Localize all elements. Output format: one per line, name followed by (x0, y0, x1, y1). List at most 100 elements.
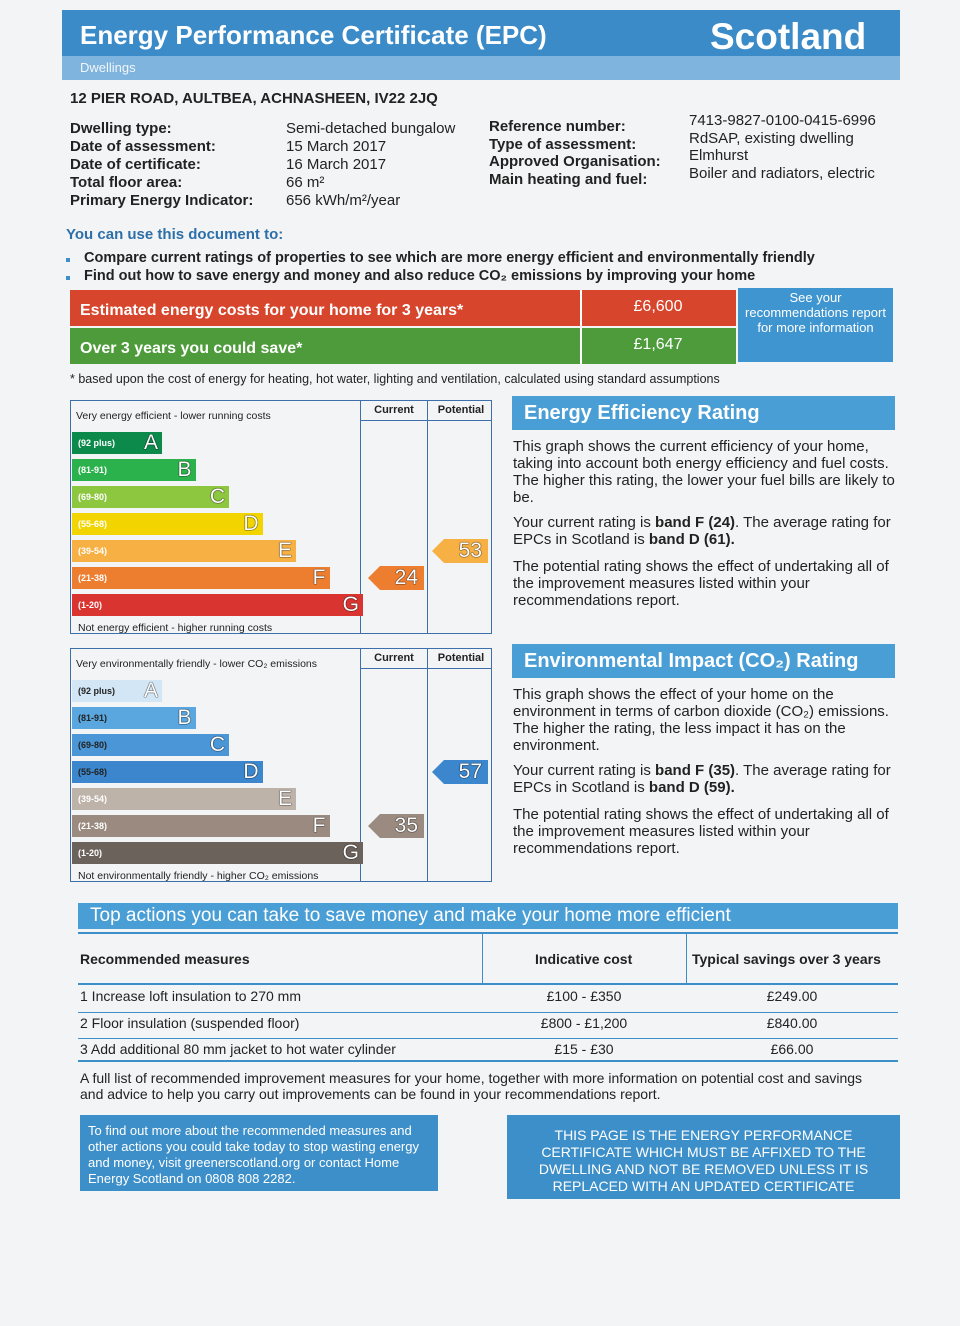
band-letter: A (143, 679, 158, 702)
band-letter: G (342, 841, 359, 864)
band: (69-80) C (72, 734, 229, 756)
table-cell: 1 Increase loft insulation to 270 mm (80, 988, 302, 1004)
actions-note: A full list of recommended improvement m… (80, 1070, 863, 1102)
cost-note: See your recommendations report for more… (738, 288, 893, 362)
address: 12 PIER ROAD, AULTBEA, ACHNASHEEN, IV22 … (70, 90, 438, 107)
detail-label: Date of certificate: (70, 156, 201, 173)
band: (39-54) E (72, 540, 296, 562)
column-divider (360, 400, 361, 634)
bullet: Compare current ratings of properties to… (84, 250, 815, 266)
column-header: Potential (437, 652, 485, 664)
detail-value: 15 March 2017 (286, 138, 387, 155)
band-letter: D (243, 512, 259, 535)
cost-value-box (580, 328, 736, 364)
band: (21-38) F (72, 815, 330, 837)
band-letter: E (277, 539, 292, 562)
paragraph: This graph shows the effect of your home… (513, 686, 898, 754)
detail-label: Reference number: (489, 118, 626, 135)
table-cell: £800 - £1,200 (540, 1014, 628, 1031)
detail-value: Elmhurst (689, 147, 749, 164)
band-range: (1-20) (78, 848, 103, 858)
table-cell: £100 - £350 (546, 988, 622, 1004)
table-divider (482, 934, 483, 984)
band: (21-38) F (72, 567, 330, 589)
paragraph: Your current rating is band F (35). The … (513, 762, 898, 796)
paragraph-text: The potential rating shows the effect of… (513, 806, 889, 857)
paragraph-text: band D (59). (648, 779, 735, 796)
detail-label: Type of assessment: (489, 135, 637, 153)
table-header: Indicative cost (535, 951, 633, 967)
band-range: (21-38) (78, 821, 108, 831)
band: (69-80) C (72, 486, 229, 508)
band-letter: C (209, 733, 225, 756)
paragraph-text: band F (24) (655, 514, 736, 531)
detail-label: Primary Energy Indicator: (70, 192, 254, 209)
table-cell: £840.00 (766, 1014, 818, 1031)
detail-label: Dwelling type: (70, 120, 172, 137)
column-header: Current (374, 652, 414, 664)
band: (55-68) D (72, 761, 263, 783)
band-letter: C (209, 485, 225, 508)
band: (1-20) G (72, 842, 363, 864)
band-letter: E (277, 787, 292, 810)
band-range: (81-91) (78, 713, 108, 723)
row-rule (78, 1038, 898, 1039)
cost-label: Estimated energy costs for your home for… (80, 302, 464, 319)
band-range: (55-68) (78, 519, 108, 529)
rating-arrow: 57 (432, 760, 488, 784)
table-cell: 3 Add additional 80 mm jacket to hot wat… (80, 1041, 396, 1057)
detail-label: Main heating and fuel: (489, 170, 648, 188)
band-range: (92 plus) (78, 686, 116, 696)
band-range: (39-54) (78, 794, 108, 804)
rating-arrow: 53 (432, 539, 488, 563)
column-divider (360, 648, 361, 882)
footnote: * based upon the cost of energy for heat… (70, 372, 720, 386)
scale-top: Very energy efficient - lower running co… (76, 410, 271, 422)
scale-bottom: Not environmentally friendly - higher CO… (78, 870, 319, 882)
scale-top: Very environmentally friendly - lower CO… (76, 658, 317, 670)
column-rule (360, 420, 492, 421)
title: Energy Performance Certificate (EPC) (80, 20, 547, 50)
band-range: (1-20) (78, 600, 103, 610)
panel-title: Environmental Impact (CO₂) Rating (512, 644, 895, 678)
band-range: (55-68) (78, 767, 108, 777)
band: (81-91) B (72, 707, 196, 729)
detail-label: Total floor area: (70, 174, 183, 191)
band-range: (21-38) (78, 573, 108, 583)
cost-value-box (580, 290, 736, 326)
paragraph-text: Your current rating is (513, 762, 656, 779)
band-range: (92 plus) (78, 438, 116, 448)
row-rule (78, 1011, 898, 1013)
chart-box (70, 648, 492, 882)
band-range: (69-80) (78, 740, 108, 750)
cost-value: £6,600 (633, 298, 683, 315)
paragraph-text: Your current rating is (513, 514, 656, 531)
band-letter: G (342, 593, 359, 616)
band-range: (69-80) (78, 492, 108, 502)
detail-label: Date of assessment: (70, 138, 216, 155)
column-header: Potential (437, 404, 485, 416)
paragraph-text: . The average rating for EPCs in Scotlan… (513, 514, 891, 548)
table-cell: £249.00 (766, 988, 818, 1004)
band: (92 plus) A (72, 432, 162, 454)
paragraph-text: This graph shows the current efficiency … (513, 438, 895, 506)
detail-value: Boiler and radiators, electric (689, 164, 875, 182)
band: (81-91) B (72, 459, 196, 481)
bullet: Find out how to save energy and money an… (84, 268, 756, 284)
band-range: (39-54) (78, 546, 108, 556)
column-divider (427, 400, 428, 634)
table-rule (78, 983, 898, 985)
band-letter: D (243, 760, 259, 783)
paragraph: The potential rating shows the effect of… (513, 558, 898, 609)
intro-lead: You can use this document to: (66, 226, 284, 243)
table-header: Recommended measures (80, 951, 250, 967)
detail-value: 656 kWh/m²/year (286, 192, 401, 209)
paragraph: This graph shows the current efficiency … (513, 438, 898, 506)
header-subbar (62, 56, 900, 80)
band: (1-20) G (72, 594, 363, 616)
band-letter: A (143, 431, 158, 454)
band: (92 plus) A (72, 680, 162, 702)
actions-title: Top actions you can take to save money a… (78, 903, 898, 929)
table-cell: 2 Floor insulation (suspended floor) (80, 1014, 300, 1031)
